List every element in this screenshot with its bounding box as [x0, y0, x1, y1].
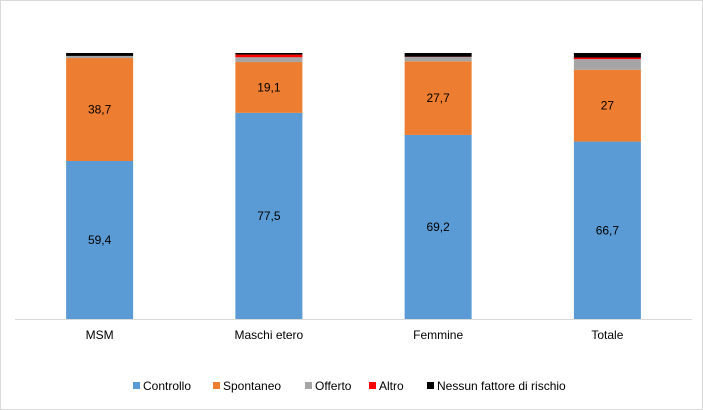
bar-totale-spontaneo	[573, 69, 641, 142]
legend-item-offerto: Offerto	[305, 379, 352, 393]
x-tick-labels: MSM Maschi etero Femmine Totale	[86, 328, 624, 342]
bar-maschi-etero-spontaneo	[235, 62, 303, 113]
legend-swatch-altro	[369, 382, 376, 389]
legend-label-altro: Altro	[379, 379, 404, 393]
data-label-femmine-spontaneo: 27,7	[426, 91, 450, 105]
data-label-msm-controllo: 59,4	[88, 233, 112, 247]
data-label-msm-spontaneo: 38,7	[88, 103, 112, 117]
x-tick-label-maschi-etero: Maschi etero	[235, 328, 304, 342]
legend-label-nessun-fattore-di-rischio: Nessun fattore di rischio	[437, 379, 566, 393]
bar-femmine-controllo	[404, 134, 472, 319]
bar-femmine-offerto	[404, 56, 472, 62]
legend: Controllo Spontaneo Offerto Altro Nessun fat…	[133, 379, 566, 393]
data-label-totale-spontaneo: 27	[601, 99, 615, 113]
bar-msm-controllo	[66, 161, 134, 319]
data-labels-layer: 59,4 38,7 77,5 19,1 69,2 27,7 66,7 27	[88, 80, 619, 247]
bar-totale-offerto	[573, 59, 641, 70]
bar-maschi-etero-controllo	[235, 112, 303, 319]
bar-maschi-etero-offerto	[235, 57, 303, 63]
bar-msm-spontaneo	[66, 58, 134, 161]
data-label-totale-controllo: 66,7	[596, 223, 620, 237]
legend-item-altro: Altro	[369, 379, 404, 393]
data-label-maschi-etero-controllo: 77,5	[257, 209, 281, 223]
legend-item-spontaneo: Spontaneo	[213, 379, 281, 393]
x-tick-label-femmine: Femmine	[413, 328, 463, 342]
bar-totale-altro	[573, 57, 641, 60]
bar-femmine-spontaneo	[404, 61, 472, 135]
data-label-maschi-etero-spontaneo: 19,1	[257, 80, 281, 94]
data-label-femmine-controllo: 69,2	[426, 220, 450, 234]
bars-layer	[66, 53, 641, 319]
bar-msm-offerto	[66, 55, 134, 59]
bar-totale-nessun-fattore-di-rischio	[573, 53, 641, 58]
legend-item-nessun-fattore-di-rischio: Nessun fattore di rischio	[427, 379, 566, 393]
legend-swatch-spontaneo	[213, 382, 220, 389]
legend-swatch-offerto	[305, 382, 312, 389]
x-tick-label-totale: Totale	[591, 328, 623, 342]
bar-maschi-etero-altro	[235, 54, 303, 58]
legend-label-controllo: Controllo	[143, 379, 191, 393]
legend-label-spontaneo: Spontaneo	[223, 379, 281, 393]
legend-label-offerto: Offerto	[315, 379, 352, 393]
bar-totale-controllo	[573, 141, 641, 319]
legend-item-controllo: Controllo	[133, 379, 191, 393]
bar-femmine-nessun-fattore-di-rischio	[404, 53, 472, 57]
x-tick-label-msm: MSM	[86, 328, 114, 342]
bar-msm-nessun-fattore-di-rischio	[66, 53, 134, 56]
legend-swatch-controllo	[133, 382, 140, 389]
legend-swatch-nessun-fattore-di-rischio	[427, 382, 434, 389]
bar-maschi-etero-nessun-fattore-di-rischio	[235, 53, 303, 55]
